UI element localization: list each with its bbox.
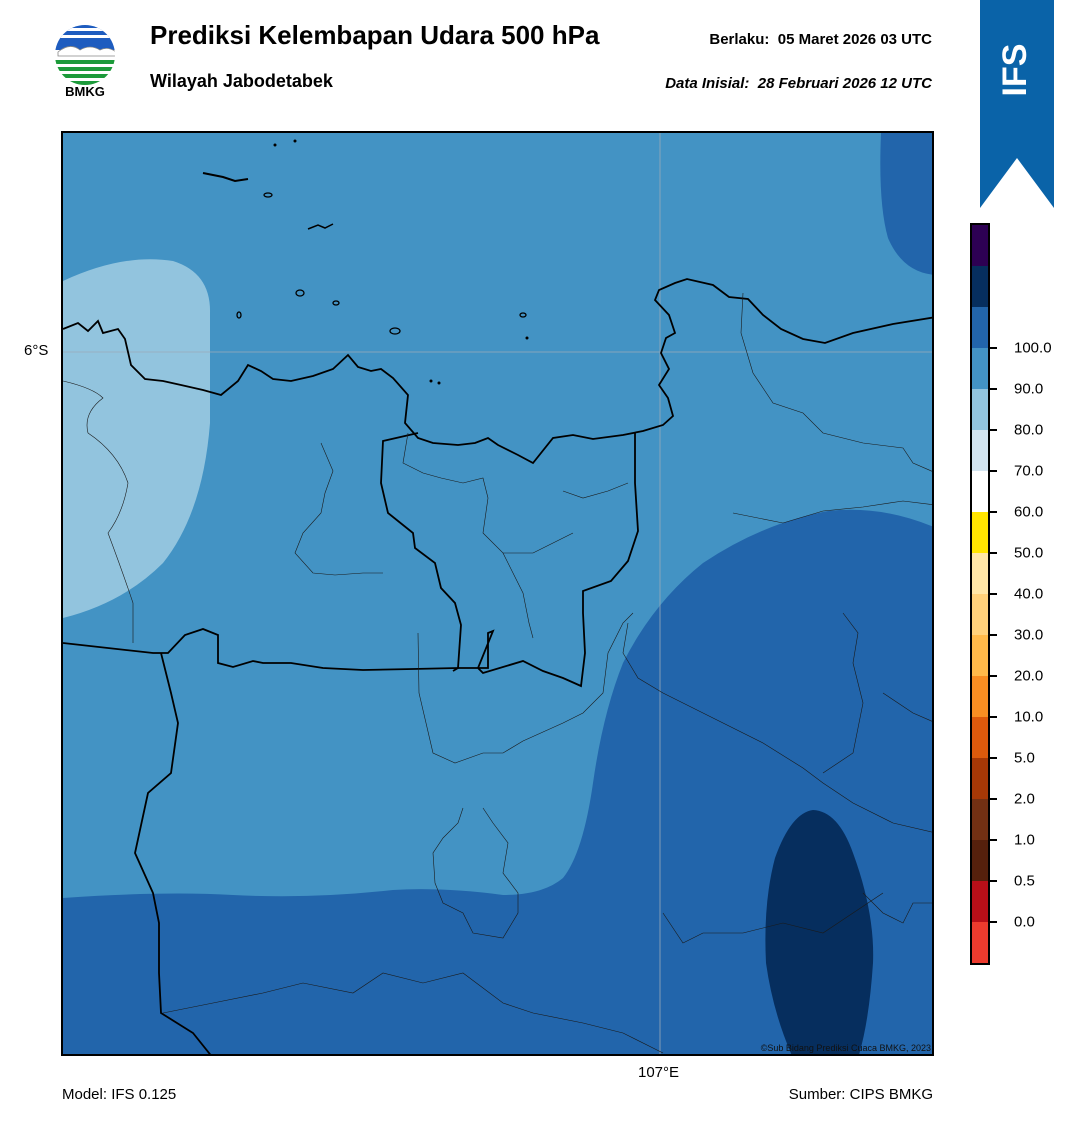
colorbar-tick-label: 50.0 [1014, 544, 1044, 562]
colorbar-tick-label: 90.0 [1014, 380, 1044, 398]
ribbon-text: IFS [996, 44, 1034, 97]
island-8 [519, 312, 527, 318]
colorbar-tick [990, 675, 997, 677]
init-time: Data Inisial: 28 Februari 2026 12 UTC [665, 75, 932, 92]
colorbar-segment [972, 389, 988, 430]
copyright-note: ©Sub Bidang Prediksi Cuaca BMKG, 2023 [760, 1043, 931, 1053]
colorbar-tick-label: 60.0 [1014, 503, 1044, 521]
colorbar-tick [990, 429, 997, 431]
colorbar-tick-label: 30.0 [1014, 626, 1044, 644]
colorbar-tick-label: 80.0 [1014, 421, 1044, 439]
region-subtitle: Wilayah Jabodetabek [150, 71, 333, 91]
colorbar-tick [990, 511, 997, 513]
island-5 [332, 300, 340, 306]
init-value: 28 Februari 2026 12 UTC [757, 75, 932, 92]
island-9 [273, 143, 277, 147]
province-border-east [458, 433, 639, 688]
island-12 [437, 381, 441, 385]
valid-time: Berlaku: 05 Maret 2026 03 UTC [709, 31, 932, 48]
latitude-label: 6°S [24, 342, 49, 359]
source-label: Sumber: CIPS BMKG [788, 1086, 933, 1103]
island-6 [236, 311, 242, 319]
colorbar-tick [990, 921, 997, 923]
colorbar-tick [990, 880, 997, 882]
colorbar-segment [972, 758, 988, 799]
colorbar-tick [990, 470, 997, 472]
colorbar-tick-label: 100.0 [1014, 339, 1052, 357]
colorbar-segment [972, 553, 988, 594]
colorbar-segment [972, 225, 988, 266]
logo-text: BMKG [65, 84, 105, 99]
colorbar-segment [972, 676, 988, 717]
island-10 [293, 139, 297, 143]
island-2 [263, 192, 273, 198]
province-border-west [380, 432, 462, 672]
colorbar-tick [990, 716, 997, 718]
longitude-label: 107°E [638, 1064, 680, 1081]
province-border-south [63, 628, 459, 671]
valid-value: 05 Maret 2026 03 UTC [777, 31, 932, 48]
colorbar-segment [972, 840, 988, 881]
ribbon-shape: IFS [980, 0, 1054, 208]
colorbar-tick-label: 0.5 [1014, 872, 1035, 890]
colorbar-segment [972, 881, 988, 922]
island-7 [389, 327, 401, 335]
colorbar-segment [972, 266, 988, 307]
colorbar-tick [990, 388, 997, 390]
humidity-band-80-90-northeast [880, 133, 932, 275]
colorbar-tick [990, 593, 997, 595]
island-13 [525, 336, 529, 340]
chart-title: Prediksi Kelembapan Udara 500 hPa [150, 20, 600, 50]
colorbar-tick [990, 839, 997, 841]
colorbar-segment [972, 348, 988, 389]
province-border-banten [134, 652, 211, 1054]
colorbar-segment [972, 635, 988, 676]
ifs-ribbon: IFS [980, 0, 1054, 208]
humidity-map [63, 133, 932, 1054]
valid-label: Berlaku: [709, 31, 770, 48]
bmkg-logo-icon [55, 25, 115, 85]
colorbar-tick-label: 5.0 [1014, 749, 1035, 767]
colorbar-tick [990, 634, 997, 636]
regency-boundaries [63, 292, 932, 1054]
humidity-band-80-90-south [63, 509, 932, 1054]
colorbar-tick-label: 1.0 [1014, 831, 1035, 849]
colorbar-segment [972, 471, 988, 512]
island-4 [295, 289, 305, 297]
map-panel [61, 131, 934, 1056]
colorbar-tick [990, 552, 997, 554]
island-11 [429, 379, 433, 383]
init-label: Data Inisial: [665, 75, 750, 92]
colorbar-segment [972, 307, 988, 348]
colorbar [970, 223, 990, 965]
colorbar-segment [972, 430, 988, 471]
humidity-band-60-70 [63, 259, 211, 618]
colorbar-segment [972, 799, 988, 840]
model-label: Model: IFS 0.125 [62, 1086, 177, 1103]
colorbar-tick [990, 798, 997, 800]
colorbar-tick-label: 40.0 [1014, 585, 1044, 603]
colorbar-segment [972, 922, 988, 963]
colorbar-tick-label: 70.0 [1014, 462, 1044, 480]
colorbar-tick-label: 10.0 [1014, 708, 1044, 726]
colorbar-segment [972, 594, 988, 635]
island-1 [202, 172, 249, 183]
colorbar-tick-label: 0.0 [1014, 913, 1035, 931]
colorbar-tick [990, 757, 997, 759]
coastline [63, 278, 932, 465]
colorbar-segment [972, 512, 988, 553]
colorbar-tick-label: 2.0 [1014, 790, 1035, 808]
bmkg-logo [50, 20, 120, 102]
island-3 [307, 223, 334, 230]
colorbar-segment [972, 717, 988, 758]
colorbar-tick-label: 20.0 [1014, 667, 1044, 685]
colorbar-tick [990, 347, 997, 349]
